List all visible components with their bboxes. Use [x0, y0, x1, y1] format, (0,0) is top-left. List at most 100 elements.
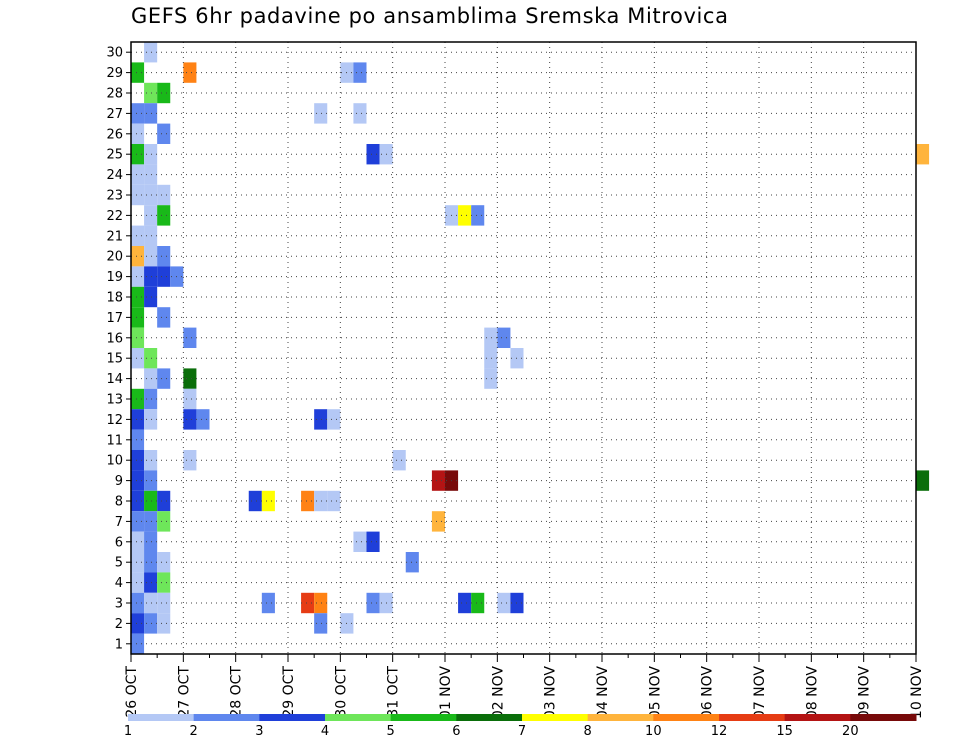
data-cell — [131, 164, 145, 185]
y-tick-label: 22 — [106, 209, 123, 224]
data-cell — [131, 409, 145, 430]
legend-swatch — [456, 714, 523, 721]
x-tick-label: 07 NOV — [752, 666, 768, 720]
legend-swatch — [587, 714, 654, 721]
legend-label: 20 — [842, 724, 859, 739]
cells-layer — [131, 42, 930, 654]
data-cell — [144, 184, 158, 206]
x-tick-label: 05 NOV — [647, 666, 663, 720]
data-cell — [157, 592, 171, 614]
y-tick-label: 2 — [115, 617, 123, 632]
data-cell — [157, 246, 171, 267]
data-cell — [131, 592, 145, 614]
y-tick-label: 8 — [115, 495, 123, 510]
data-cell — [144, 82, 158, 104]
x-tick-label: 10 NOV — [909, 666, 925, 720]
data-cell — [144, 552, 158, 573]
data-cell — [157, 82, 171, 104]
data-cell — [916, 470, 930, 491]
data-cell — [248, 490, 262, 512]
data-cell — [327, 490, 341, 512]
data-cell — [144, 613, 158, 634]
x-tick-label: 02 NOV — [490, 666, 506, 720]
data-cell — [144, 348, 158, 369]
data-cell — [484, 327, 498, 348]
x-tick-label: 28 OCT — [229, 666, 245, 718]
legend-label: 7 — [518, 724, 526, 739]
data-cell — [157, 572, 171, 593]
y-tick-label: 21 — [106, 229, 123, 244]
data-cell — [366, 144, 380, 165]
data-cell — [157, 123, 171, 144]
data-cell — [261, 490, 275, 512]
data-cell — [157, 368, 171, 389]
data-cell — [131, 633, 145, 654]
data-cell — [144, 246, 158, 267]
y-tick-label: 27 — [106, 107, 123, 122]
axes-layer: 1234567891011121314151617181920212223242… — [106, 41, 925, 720]
data-cell — [131, 450, 145, 471]
y-tick-label: 15 — [106, 352, 123, 367]
data-cell — [471, 592, 485, 614]
data-cell — [131, 490, 145, 512]
y-tick-label: 17 — [106, 311, 123, 326]
data-cell — [144, 144, 158, 165]
data-cell — [353, 531, 367, 552]
data-cell — [314, 613, 328, 634]
data-cell — [301, 592, 315, 614]
x-tick-label: 08 NOV — [804, 666, 820, 720]
data-cell — [144, 368, 158, 389]
data-cell — [431, 511, 445, 532]
data-cell — [131, 144, 145, 165]
data-cell — [314, 409, 328, 430]
data-cell — [131, 388, 145, 410]
y-tick-label: 3 — [115, 597, 123, 612]
legend-label: 8 — [584, 724, 592, 739]
data-cell — [131, 613, 145, 634]
data-cell — [392, 450, 406, 471]
x-tick-label: 31 OCT — [386, 666, 402, 718]
data-cell — [916, 144, 930, 165]
y-tick-label: 30 — [106, 46, 123, 61]
data-cell — [131, 62, 145, 83]
data-cell — [157, 205, 171, 226]
data-cell — [366, 531, 380, 552]
y-tick-label: 24 — [106, 168, 123, 183]
y-tick-label: 28 — [106, 87, 123, 102]
data-cell — [261, 592, 275, 614]
data-cell — [131, 552, 145, 573]
data-cell — [327, 409, 341, 430]
legend-swatch — [653, 714, 720, 721]
y-tick-label: 20 — [106, 250, 123, 265]
y-tick-label: 23 — [106, 189, 123, 204]
x-tick-label: 09 NOV — [857, 666, 873, 720]
data-cell — [144, 388, 158, 410]
data-cell — [144, 266, 158, 287]
legend-swatch — [128, 714, 195, 721]
data-cell — [131, 572, 145, 593]
y-tick-label: 29 — [106, 66, 123, 81]
data-cell — [144, 531, 158, 552]
y-tick-label: 18 — [106, 291, 123, 306]
data-cell — [183, 327, 197, 348]
x-tick-label: 30 OCT — [333, 666, 349, 718]
y-tick-label: 26 — [106, 127, 123, 142]
y-tick-label: 12 — [106, 413, 123, 428]
data-cell — [314, 490, 328, 512]
y-tick-label: 16 — [106, 331, 123, 346]
data-cell — [157, 552, 171, 573]
data-cell — [131, 286, 145, 308]
data-cell — [471, 205, 485, 226]
data-cell — [144, 511, 158, 532]
x-tick-label: 29 OCT — [281, 666, 297, 718]
data-cell — [131, 246, 145, 267]
data-cell — [314, 592, 328, 614]
data-cell — [144, 592, 158, 614]
y-tick-label: 1 — [115, 637, 123, 652]
data-cell — [183, 388, 197, 410]
y-tick-label: 6 — [115, 535, 123, 550]
y-tick-label: 5 — [115, 556, 123, 571]
data-cell — [157, 613, 171, 634]
data-cell — [183, 409, 197, 430]
